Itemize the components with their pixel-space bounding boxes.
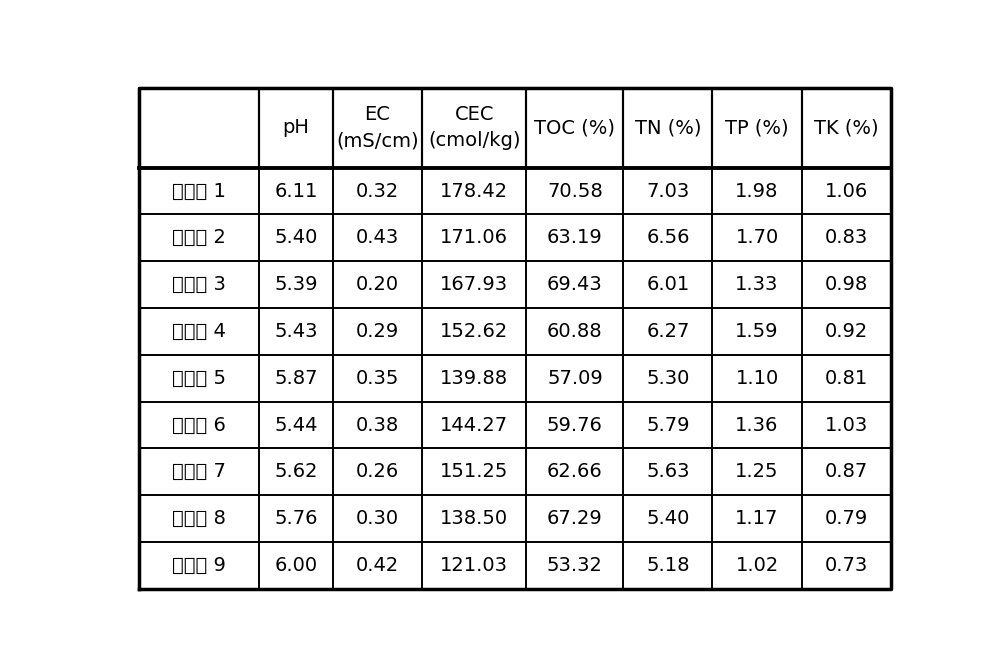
Text: 0.43: 0.43	[356, 228, 399, 247]
Text: TOC (%): TOC (%)	[534, 118, 615, 137]
Text: 实施例 7: 实施例 7	[172, 462, 226, 482]
Text: 5.87: 5.87	[274, 369, 318, 387]
Text: 实施例 5: 实施例 5	[172, 369, 226, 387]
Text: 1.59: 1.59	[735, 322, 779, 341]
Text: 1.25: 1.25	[735, 462, 779, 482]
Text: 0.38: 0.38	[356, 415, 399, 435]
Text: 0.20: 0.20	[356, 275, 399, 294]
Text: EC
(mS/cm): EC (mS/cm)	[336, 105, 419, 150]
Text: 121.03: 121.03	[440, 556, 508, 575]
Text: TP (%): TP (%)	[725, 118, 789, 137]
Text: 实施例 2: 实施例 2	[172, 228, 226, 247]
Text: 151.25: 151.25	[440, 462, 508, 482]
Text: 实施例 8: 实施例 8	[172, 509, 226, 528]
Text: 0.42: 0.42	[356, 556, 399, 575]
Text: 1.03: 1.03	[825, 415, 868, 435]
Text: 178.42: 178.42	[440, 182, 508, 200]
Text: 5.43: 5.43	[274, 322, 318, 341]
Text: CEC
(cmol/kg): CEC (cmol/kg)	[428, 105, 520, 150]
Text: 6.01: 6.01	[646, 275, 690, 294]
Text: 0.29: 0.29	[356, 322, 399, 341]
Text: 1.36: 1.36	[735, 415, 779, 435]
Text: 167.93: 167.93	[440, 275, 508, 294]
Text: 59.76: 59.76	[547, 415, 603, 435]
Text: TN (%): TN (%)	[635, 118, 701, 137]
Text: 5.44: 5.44	[274, 415, 318, 435]
Text: 57.09: 57.09	[547, 369, 603, 387]
Text: 0.83: 0.83	[825, 228, 868, 247]
Text: 1.02: 1.02	[735, 556, 779, 575]
Text: 0.26: 0.26	[356, 462, 399, 482]
Text: 5.76: 5.76	[274, 509, 318, 528]
Text: 6.27: 6.27	[646, 322, 690, 341]
Text: 1.70: 1.70	[735, 228, 779, 247]
Text: 0.32: 0.32	[356, 182, 399, 200]
Text: 0.73: 0.73	[825, 556, 868, 575]
Text: 62.66: 62.66	[547, 462, 603, 482]
Text: 1.98: 1.98	[735, 182, 779, 200]
Text: TK (%): TK (%)	[814, 118, 878, 137]
Text: 138.50: 138.50	[440, 509, 508, 528]
Text: 63.19: 63.19	[547, 228, 603, 247]
Text: 152.62: 152.62	[440, 322, 508, 341]
Text: 0.87: 0.87	[825, 462, 868, 482]
Text: 0.81: 0.81	[825, 369, 868, 387]
Text: 5.39: 5.39	[274, 275, 318, 294]
Text: pH: pH	[282, 118, 309, 137]
Text: 6.00: 6.00	[274, 556, 317, 575]
Text: 5.79: 5.79	[646, 415, 690, 435]
Text: 70.58: 70.58	[547, 182, 603, 200]
Text: 69.43: 69.43	[547, 275, 603, 294]
Text: 67.29: 67.29	[547, 509, 603, 528]
Text: 5.40: 5.40	[646, 509, 690, 528]
Text: 1.10: 1.10	[735, 369, 779, 387]
Text: 1.33: 1.33	[735, 275, 779, 294]
Text: 0.92: 0.92	[825, 322, 868, 341]
Text: 0.30: 0.30	[356, 509, 399, 528]
Text: 53.32: 53.32	[547, 556, 603, 575]
Text: 144.27: 144.27	[440, 415, 508, 435]
Text: 0.79: 0.79	[825, 509, 868, 528]
Text: 6.11: 6.11	[274, 182, 318, 200]
Text: 1.17: 1.17	[735, 509, 779, 528]
Text: 实施例 9: 实施例 9	[172, 556, 226, 575]
Text: 1.06: 1.06	[825, 182, 868, 200]
Text: 实施例 3: 实施例 3	[172, 275, 226, 294]
Text: 实施例 4: 实施例 4	[172, 322, 226, 341]
Text: 实施例 6: 实施例 6	[172, 415, 226, 435]
Text: 171.06: 171.06	[440, 228, 508, 247]
Text: 5.63: 5.63	[646, 462, 690, 482]
Text: 6.56: 6.56	[646, 228, 690, 247]
Text: 5.18: 5.18	[646, 556, 690, 575]
Text: 5.30: 5.30	[646, 369, 690, 387]
Text: 实施例 1: 实施例 1	[172, 182, 226, 200]
Text: 60.88: 60.88	[547, 322, 603, 341]
Text: 0.98: 0.98	[825, 275, 868, 294]
Text: 7.03: 7.03	[646, 182, 690, 200]
Text: 139.88: 139.88	[440, 369, 508, 387]
Text: 5.62: 5.62	[274, 462, 318, 482]
Text: 0.35: 0.35	[356, 369, 399, 387]
Text: 5.40: 5.40	[274, 228, 318, 247]
